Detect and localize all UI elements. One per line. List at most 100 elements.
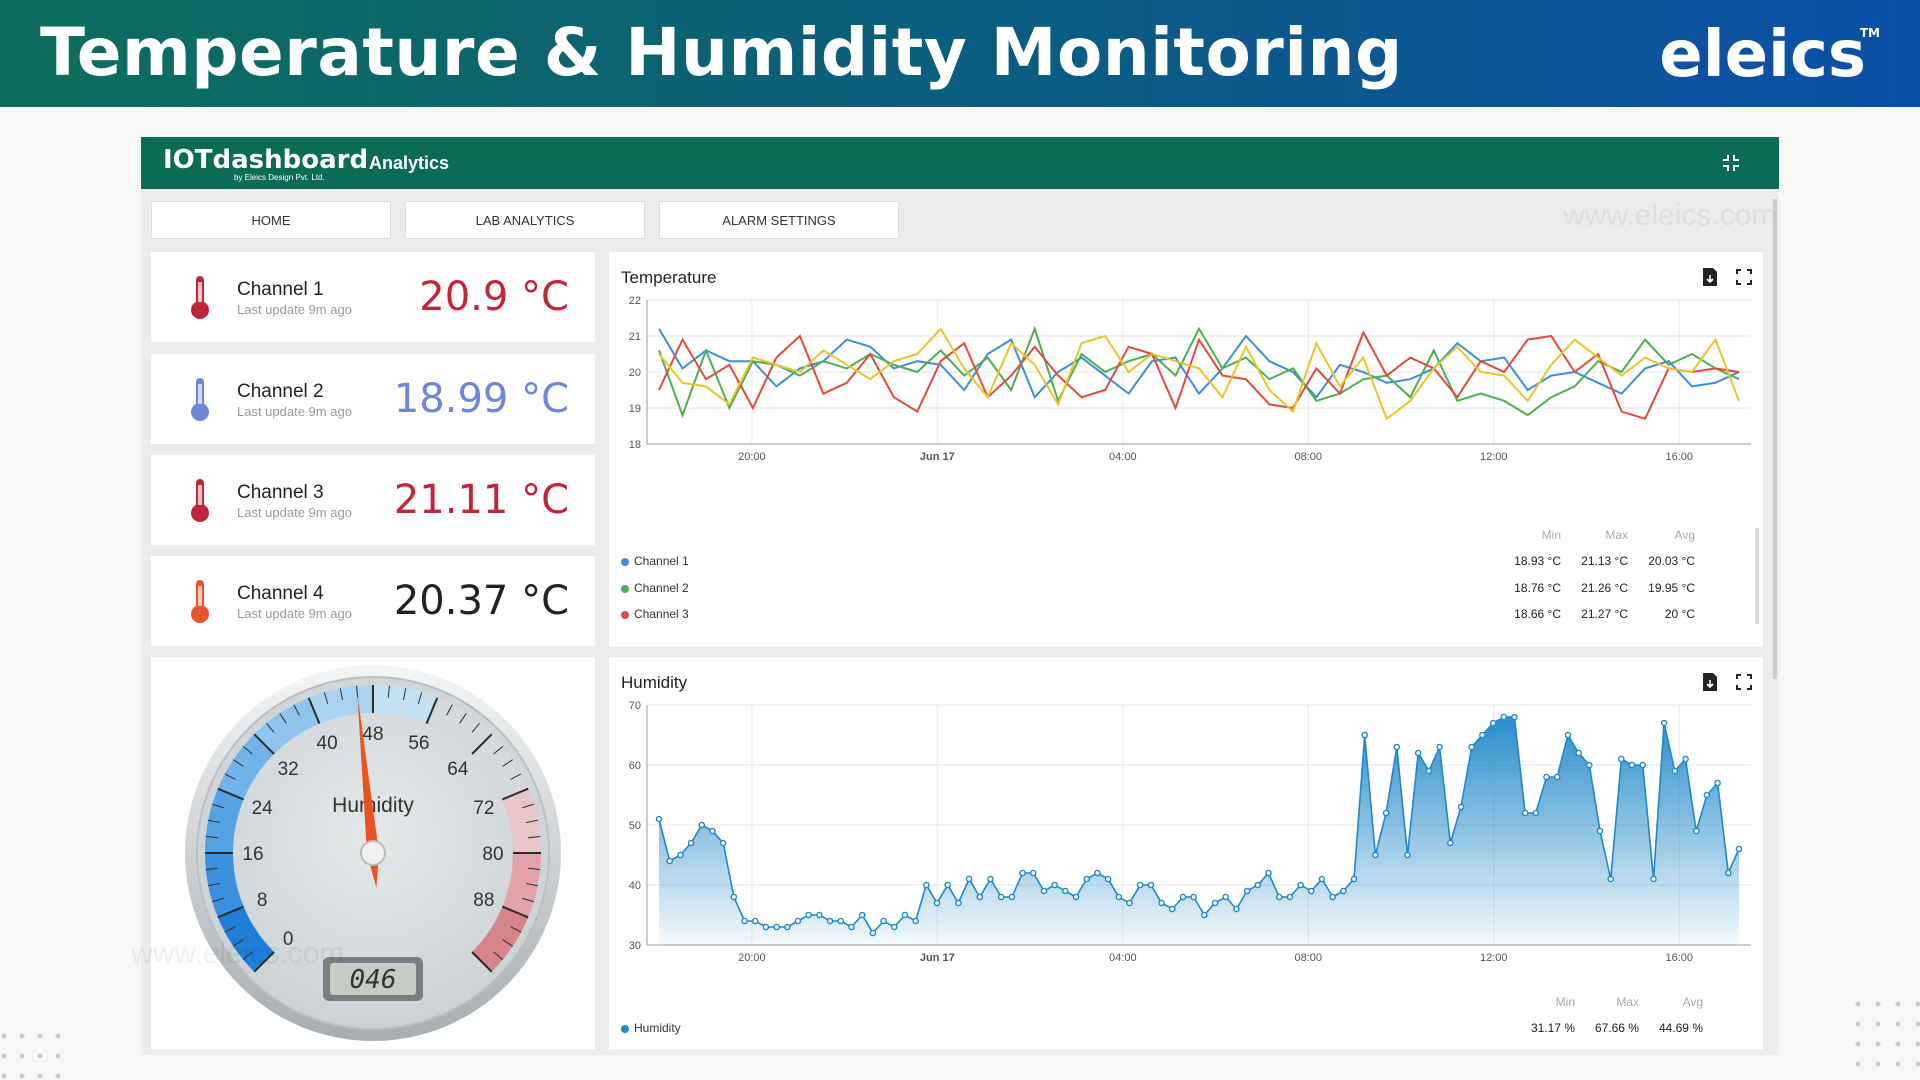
stat-avg: 44.69 % [1658, 1021, 1703, 1035]
legend-dot [621, 1024, 629, 1033]
channel-card[interactable]: Channel 4 Last update 9m ago 20.37 °C [151, 556, 595, 646]
data-point [1361, 731, 1369, 739]
gauge-band [471, 734, 529, 800]
legend-dot [621, 584, 629, 593]
channel-card[interactable]: Channel 1 Last update 9m ago 20.9 °C [151, 252, 595, 342]
data-point [1532, 809, 1540, 817]
gauge-readout: 046 [350, 965, 397, 995]
trademark: TM [1859, 26, 1880, 40]
channel-last-update: Last update 9m ago [237, 505, 352, 520]
legend-dot [621, 610, 629, 619]
data-point [1425, 767, 1433, 775]
dashboard-app: IOTdashboard by Eleics Design Pvt. Ltd. … [131, 137, 1779, 1055]
export-icon[interactable] [1701, 267, 1719, 287]
gauge-tick [212, 803, 224, 809]
channel-last-update: Last update 9m ago [237, 302, 352, 317]
data-point [1725, 869, 1732, 877]
banner-title: Temperature & Humidity Monitoring [40, 14, 1403, 91]
channel-temperature-value: 18.99 °C [393, 376, 569, 422]
gauge-hub [360, 840, 386, 866]
data-point [1393, 743, 1401, 751]
y-tick-label: 50 [629, 820, 641, 832]
legend-item[interactable]: Channel 2 [621, 581, 689, 595]
page-scrollbar[interactable] [1773, 199, 1777, 679]
data-point [1382, 809, 1390, 817]
data-point [1168, 905, 1176, 913]
data-point [1126, 899, 1133, 907]
data-point [923, 881, 930, 889]
x-tick-label: 08:00 [1295, 451, 1323, 463]
data-point [1350, 875, 1358, 883]
legend-item[interactable]: Humidity [621, 1021, 681, 1035]
y-tick-label: 19 [629, 403, 641, 415]
data-point [1414, 749, 1422, 757]
channel-temperature-value: 20.9 °C [419, 274, 569, 320]
data-point [794, 917, 802, 925]
humidity-chart[interactable]: 30 40 50 60 70 20:00 Jun 17 04:00 08:00 12:00 16:0… [609, 693, 1763, 973]
data-point [997, 893, 1005, 901]
gauge-tick [522, 803, 534, 809]
gauge-tick [502, 759, 513, 767]
gauge-tick [425, 697, 439, 725]
data-point [1703, 791, 1711, 799]
gauge-tick [253, 733, 275, 755]
data-point [1008, 893, 1016, 901]
fullscreen-icon[interactable] [1735, 267, 1753, 287]
data-point [880, 917, 887, 925]
data-point [687, 839, 695, 847]
panel-title: Humidity [621, 673, 688, 692]
data-point [1222, 893, 1230, 901]
legend-label: Channel 2 [634, 581, 689, 595]
channel-card[interactable]: Channel 3 Last update 9m ago 21.11 °C [151, 455, 595, 545]
gauge-tick-label: 80 [482, 844, 503, 865]
app-topbar: IOTdashboard by Eleics Design Pvt. Ltd. … [141, 137, 1779, 189]
gauge-tick-label: 48 [362, 724, 383, 745]
data-point [890, 923, 898, 931]
data-point [655, 815, 663, 823]
gauge-tick-label: 40 [317, 733, 338, 754]
gauge-band [217, 734, 275, 800]
temperature-chart[interactable]: 18 19 20 21 22 20:00 Jun 17 04:00 08:00 12:00 16:0… [609, 288, 1763, 508]
data-point [944, 881, 952, 889]
data-point [1147, 881, 1155, 889]
gauge-tick [528, 836, 541, 839]
series-line [658, 330, 1740, 421]
gauge-tick [525, 819, 538, 824]
data-point [773, 923, 780, 931]
y-tick-label: 22 [629, 295, 641, 307]
stat-max: 21.13 °C [1581, 554, 1628, 568]
data-point [1340, 887, 1347, 895]
app-logo[interactable]: IOTdashboard [163, 145, 369, 175]
legend-item[interactable]: Channel 1 [621, 554, 689, 568]
nav-alarm-settings[interactable]: ALARM SETTINGS [659, 201, 899, 239]
nav-lab-analytics[interactable]: LAB ANALYTICS [405, 201, 645, 239]
channel-last-update: Last update 9m ago [237, 606, 352, 621]
gauge-tick [242, 746, 253, 755]
channel-name: Channel 1 [237, 279, 324, 300]
legend-scrollbar[interactable] [1755, 528, 1759, 624]
data-point [1714, 779, 1721, 787]
legend-item[interactable]: Channel 3 [621, 607, 689, 621]
channel-card[interactable]: Channel 2 Last update 9m ago 18.99 °C [151, 354, 595, 444]
data-point [1628, 761, 1636, 769]
stat-max: 21.26 °C [1581, 581, 1628, 595]
data-point [1500, 713, 1508, 721]
collapse-icon[interactable] [1721, 153, 1741, 173]
y-tick-label: 18 [629, 439, 641, 451]
legend-label: Channel 1 [634, 554, 689, 568]
panel-title: Temperature [621, 268, 717, 287]
fullscreen-icon[interactable] [1735, 672, 1753, 692]
nav-home[interactable]: HOME [151, 201, 391, 239]
brand-logo-text: eleics [1659, 18, 1866, 92]
data-point [1019, 869, 1026, 877]
stat-avg: 20 °C [1664, 607, 1695, 621]
stat-avg: 19.95 °C [1648, 581, 1695, 595]
data-point [1553, 773, 1561, 781]
gauge-tick [510, 773, 522, 780]
data-point [709, 827, 716, 835]
export-icon[interactable] [1701, 672, 1719, 692]
data-point [1639, 761, 1647, 769]
data-point [784, 923, 791, 931]
gauge-tick [501, 787, 529, 801]
gauge-display [330, 963, 416, 995]
